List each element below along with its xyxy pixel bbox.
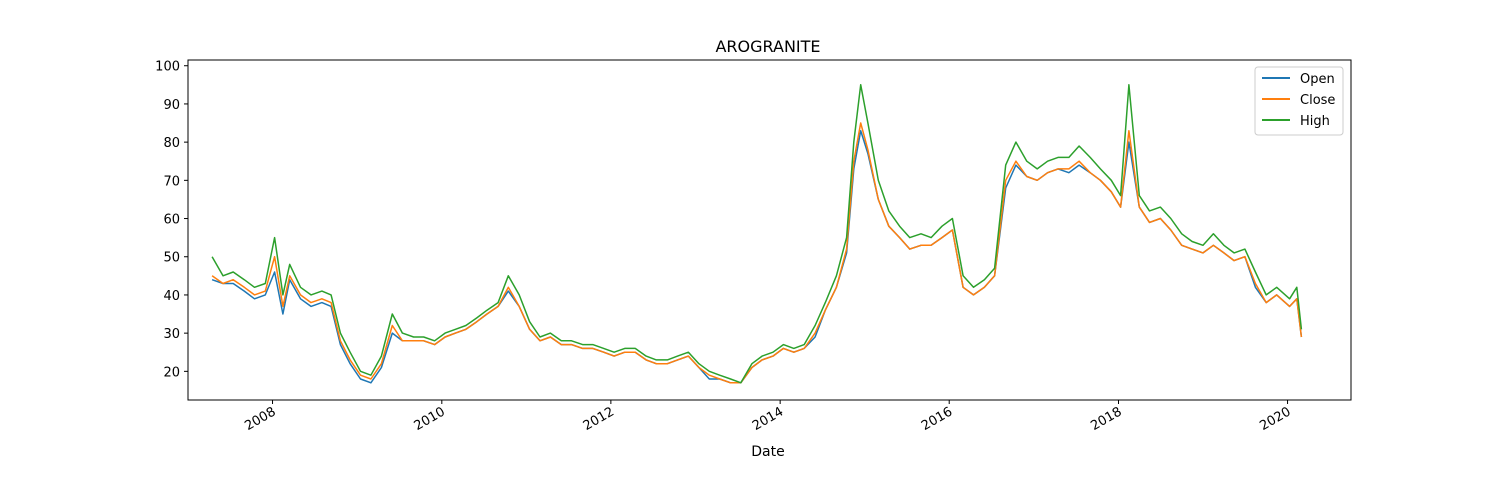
- y-tick-label: 20: [163, 365, 180, 380]
- y-tick-label: 100: [155, 60, 180, 75]
- series-line-high: [211, 84, 1303, 384]
- series-line-close: [211, 122, 1303, 384]
- x-tick-label: 2014: [750, 404, 786, 434]
- legend-label-close: Close: [1300, 93, 1335, 108]
- plot-frame: [187, 59, 1352, 401]
- legend-label-open: Open: [1300, 72, 1335, 87]
- y-tick-label: 50: [163, 251, 180, 266]
- y-axis-ticks: 20 30 40 50 60 70 80 90 100: [155, 60, 188, 380]
- y-tick-label: 90: [163, 98, 180, 113]
- legend-label-high: High: [1300, 114, 1330, 129]
- y-tick-label: 60: [163, 213, 180, 228]
- legend: Open Close High: [1254, 66, 1344, 136]
- x-tick-label: 2008: [242, 404, 278, 434]
- x-tick-label: 2016: [919, 404, 955, 434]
- x-axis-title: Date: [751, 444, 784, 460]
- x-tick-label: 2020: [1257, 404, 1293, 434]
- series-layer: [211, 84, 1303, 384]
- x-axis-ticks: 2008 2010 2012 2014 2016 2018 2020: [242, 400, 1294, 434]
- legend-box: [1254, 66, 1344, 136]
- series-line-open: [211, 129, 1303, 384]
- y-tick-label: 40: [163, 289, 180, 304]
- x-tick-label: 2010: [412, 404, 448, 434]
- y-tick-label: 80: [163, 136, 180, 151]
- x-tick-label: 2018: [1088, 404, 1124, 434]
- chart-title: AROGRANITE: [715, 37, 820, 56]
- x-tick-label: 2012: [581, 404, 617, 434]
- y-tick-label: 30: [163, 327, 180, 342]
- y-tick-label: 70: [163, 174, 180, 189]
